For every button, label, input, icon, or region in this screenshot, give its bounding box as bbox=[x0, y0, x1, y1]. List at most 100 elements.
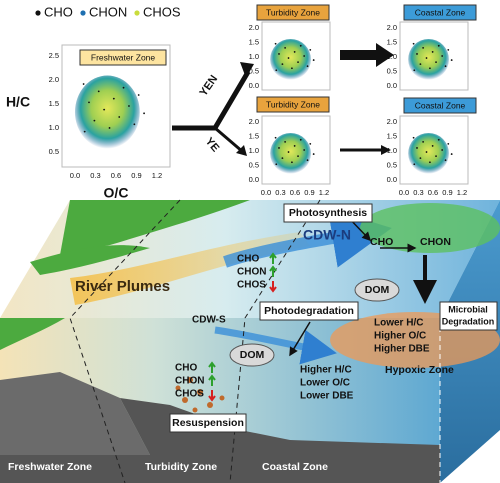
legend-dot bbox=[35, 10, 41, 16]
point bbox=[429, 67, 431, 70]
label-box bbox=[439, 301, 498, 331]
arrow bbox=[289, 321, 311, 357]
point bbox=[431, 145, 434, 147]
trait: Lower DBE bbox=[300, 391, 354, 402]
x-tick-label: 0.9 bbox=[131, 171, 141, 180]
point bbox=[437, 138, 440, 141]
y-tick-label: 0.5 bbox=[387, 66, 397, 75]
x-tick-label: 0.0 bbox=[261, 188, 271, 197]
y-tick-label: 2.0 bbox=[249, 117, 259, 126]
particle bbox=[192, 407, 198, 413]
process-label: Resuspension bbox=[172, 417, 244, 429]
y-tick-label: 2.0 bbox=[49, 75, 59, 84]
point bbox=[303, 149, 306, 151]
point bbox=[82, 83, 85, 85]
arrow-head bbox=[240, 62, 254, 78]
y-tick-label: 0.5 bbox=[387, 160, 397, 169]
compound: CHO bbox=[175, 363, 197, 374]
scatter-panel: 0.5 1.0 1.5 2.0 2.5 0.0 0.3 0.6 0.9 1.2 Freshwater… bbox=[49, 44, 171, 180]
y-tick-label: 2.0 bbox=[249, 23, 259, 32]
y-tick-label: 0.5 bbox=[49, 147, 59, 156]
scatter-panel: 0.0 0.5 1.0 1.5 2.0 Turbidity Zone bbox=[249, 4, 331, 91]
point bbox=[412, 136, 415, 139]
compound: CHON bbox=[237, 267, 266, 278]
x-tick-label: 0.9 bbox=[304, 188, 314, 197]
x-tick-label: 0.9 bbox=[442, 188, 452, 197]
point bbox=[422, 46, 425, 49]
x-tick-label: 1.2 bbox=[319, 188, 329, 197]
panel-title: Coastal Zone bbox=[415, 7, 466, 17]
process-label: Photodegradation bbox=[264, 305, 354, 317]
point bbox=[447, 142, 450, 145]
point bbox=[293, 51, 296, 53]
y-tick-label: 0.5 bbox=[249, 160, 259, 169]
land bbox=[0, 318, 65, 350]
decrease-arrow bbox=[269, 281, 277, 293]
point bbox=[413, 69, 416, 72]
point bbox=[291, 161, 293, 164]
panel-title: Turbidity Zone bbox=[266, 99, 320, 109]
water-mass-label: CDW-N bbox=[303, 227, 351, 243]
legend-label: CHO bbox=[44, 4, 73, 19]
point bbox=[413, 163, 416, 166]
arrow-head bbox=[381, 145, 391, 155]
phytoplankton-bloom bbox=[360, 203, 500, 253]
branch-arrows: YEN YE bbox=[172, 43, 394, 156]
point bbox=[431, 51, 434, 53]
point bbox=[299, 138, 302, 141]
increase-arrow bbox=[269, 252, 277, 264]
panel-title: Coastal Zone bbox=[415, 100, 466, 110]
point bbox=[133, 123, 136, 126]
legend: CHO CHON CHOS bbox=[35, 4, 181, 19]
point bbox=[299, 44, 302, 47]
point bbox=[444, 65, 447, 68]
x-tick-label: 0.3 bbox=[413, 188, 423, 197]
point bbox=[284, 140, 287, 143]
point bbox=[435, 61, 437, 64]
y-tick-label: 1.0 bbox=[49, 123, 59, 132]
point bbox=[274, 42, 277, 45]
point bbox=[287, 57, 290, 59]
point bbox=[274, 136, 277, 139]
trait: Lower H/C bbox=[374, 318, 423, 329]
y-tick-label: 1.5 bbox=[249, 131, 259, 140]
river-plumes-label: River Plumes bbox=[75, 278, 170, 295]
point bbox=[416, 147, 418, 149]
point bbox=[278, 53, 280, 55]
dom-label: DOM bbox=[240, 349, 265, 361]
point bbox=[93, 119, 96, 122]
point bbox=[284, 46, 287, 49]
point bbox=[281, 63, 284, 66]
point bbox=[306, 159, 309, 162]
x-tick-label: 0.3 bbox=[90, 171, 100, 180]
point bbox=[118, 116, 121, 118]
point bbox=[297, 155, 299, 158]
y-tick-label: 1.5 bbox=[387, 37, 397, 46]
point bbox=[293, 145, 296, 147]
plots: 0.5 1.0 1.5 2.0 2.5 0.0 0.3 0.6 0.9 1.2 Freshwater… bbox=[49, 4, 477, 197]
x-tick-label: 0.0 bbox=[70, 171, 80, 180]
particle bbox=[197, 389, 203, 395]
point bbox=[419, 63, 422, 66]
panel-title-box bbox=[403, 97, 477, 114]
point bbox=[416, 53, 418, 55]
particle bbox=[219, 395, 225, 401]
point bbox=[312, 59, 315, 61]
x-axis-label: O/C bbox=[104, 185, 129, 201]
point bbox=[88, 101, 90, 104]
increase-arrow bbox=[269, 265, 277, 277]
branch-label: YE bbox=[203, 135, 222, 154]
scatter-panel: 0.0 0.5 1.0 1.5 2.0 Coastal Zone bbox=[387, 4, 477, 91]
dom-oval bbox=[229, 343, 275, 367]
point bbox=[281, 157, 284, 160]
y-tick-label: 1.0 bbox=[249, 146, 259, 155]
panel-title-box bbox=[403, 4, 477, 21]
point-cloud bbox=[408, 39, 449, 80]
y-tick-label: 2.5 bbox=[49, 51, 59, 60]
legend-label: CHON bbox=[89, 4, 127, 19]
label-box bbox=[283, 203, 373, 223]
legend-dot bbox=[134, 10, 140, 16]
point-cloud bbox=[74, 75, 140, 149]
